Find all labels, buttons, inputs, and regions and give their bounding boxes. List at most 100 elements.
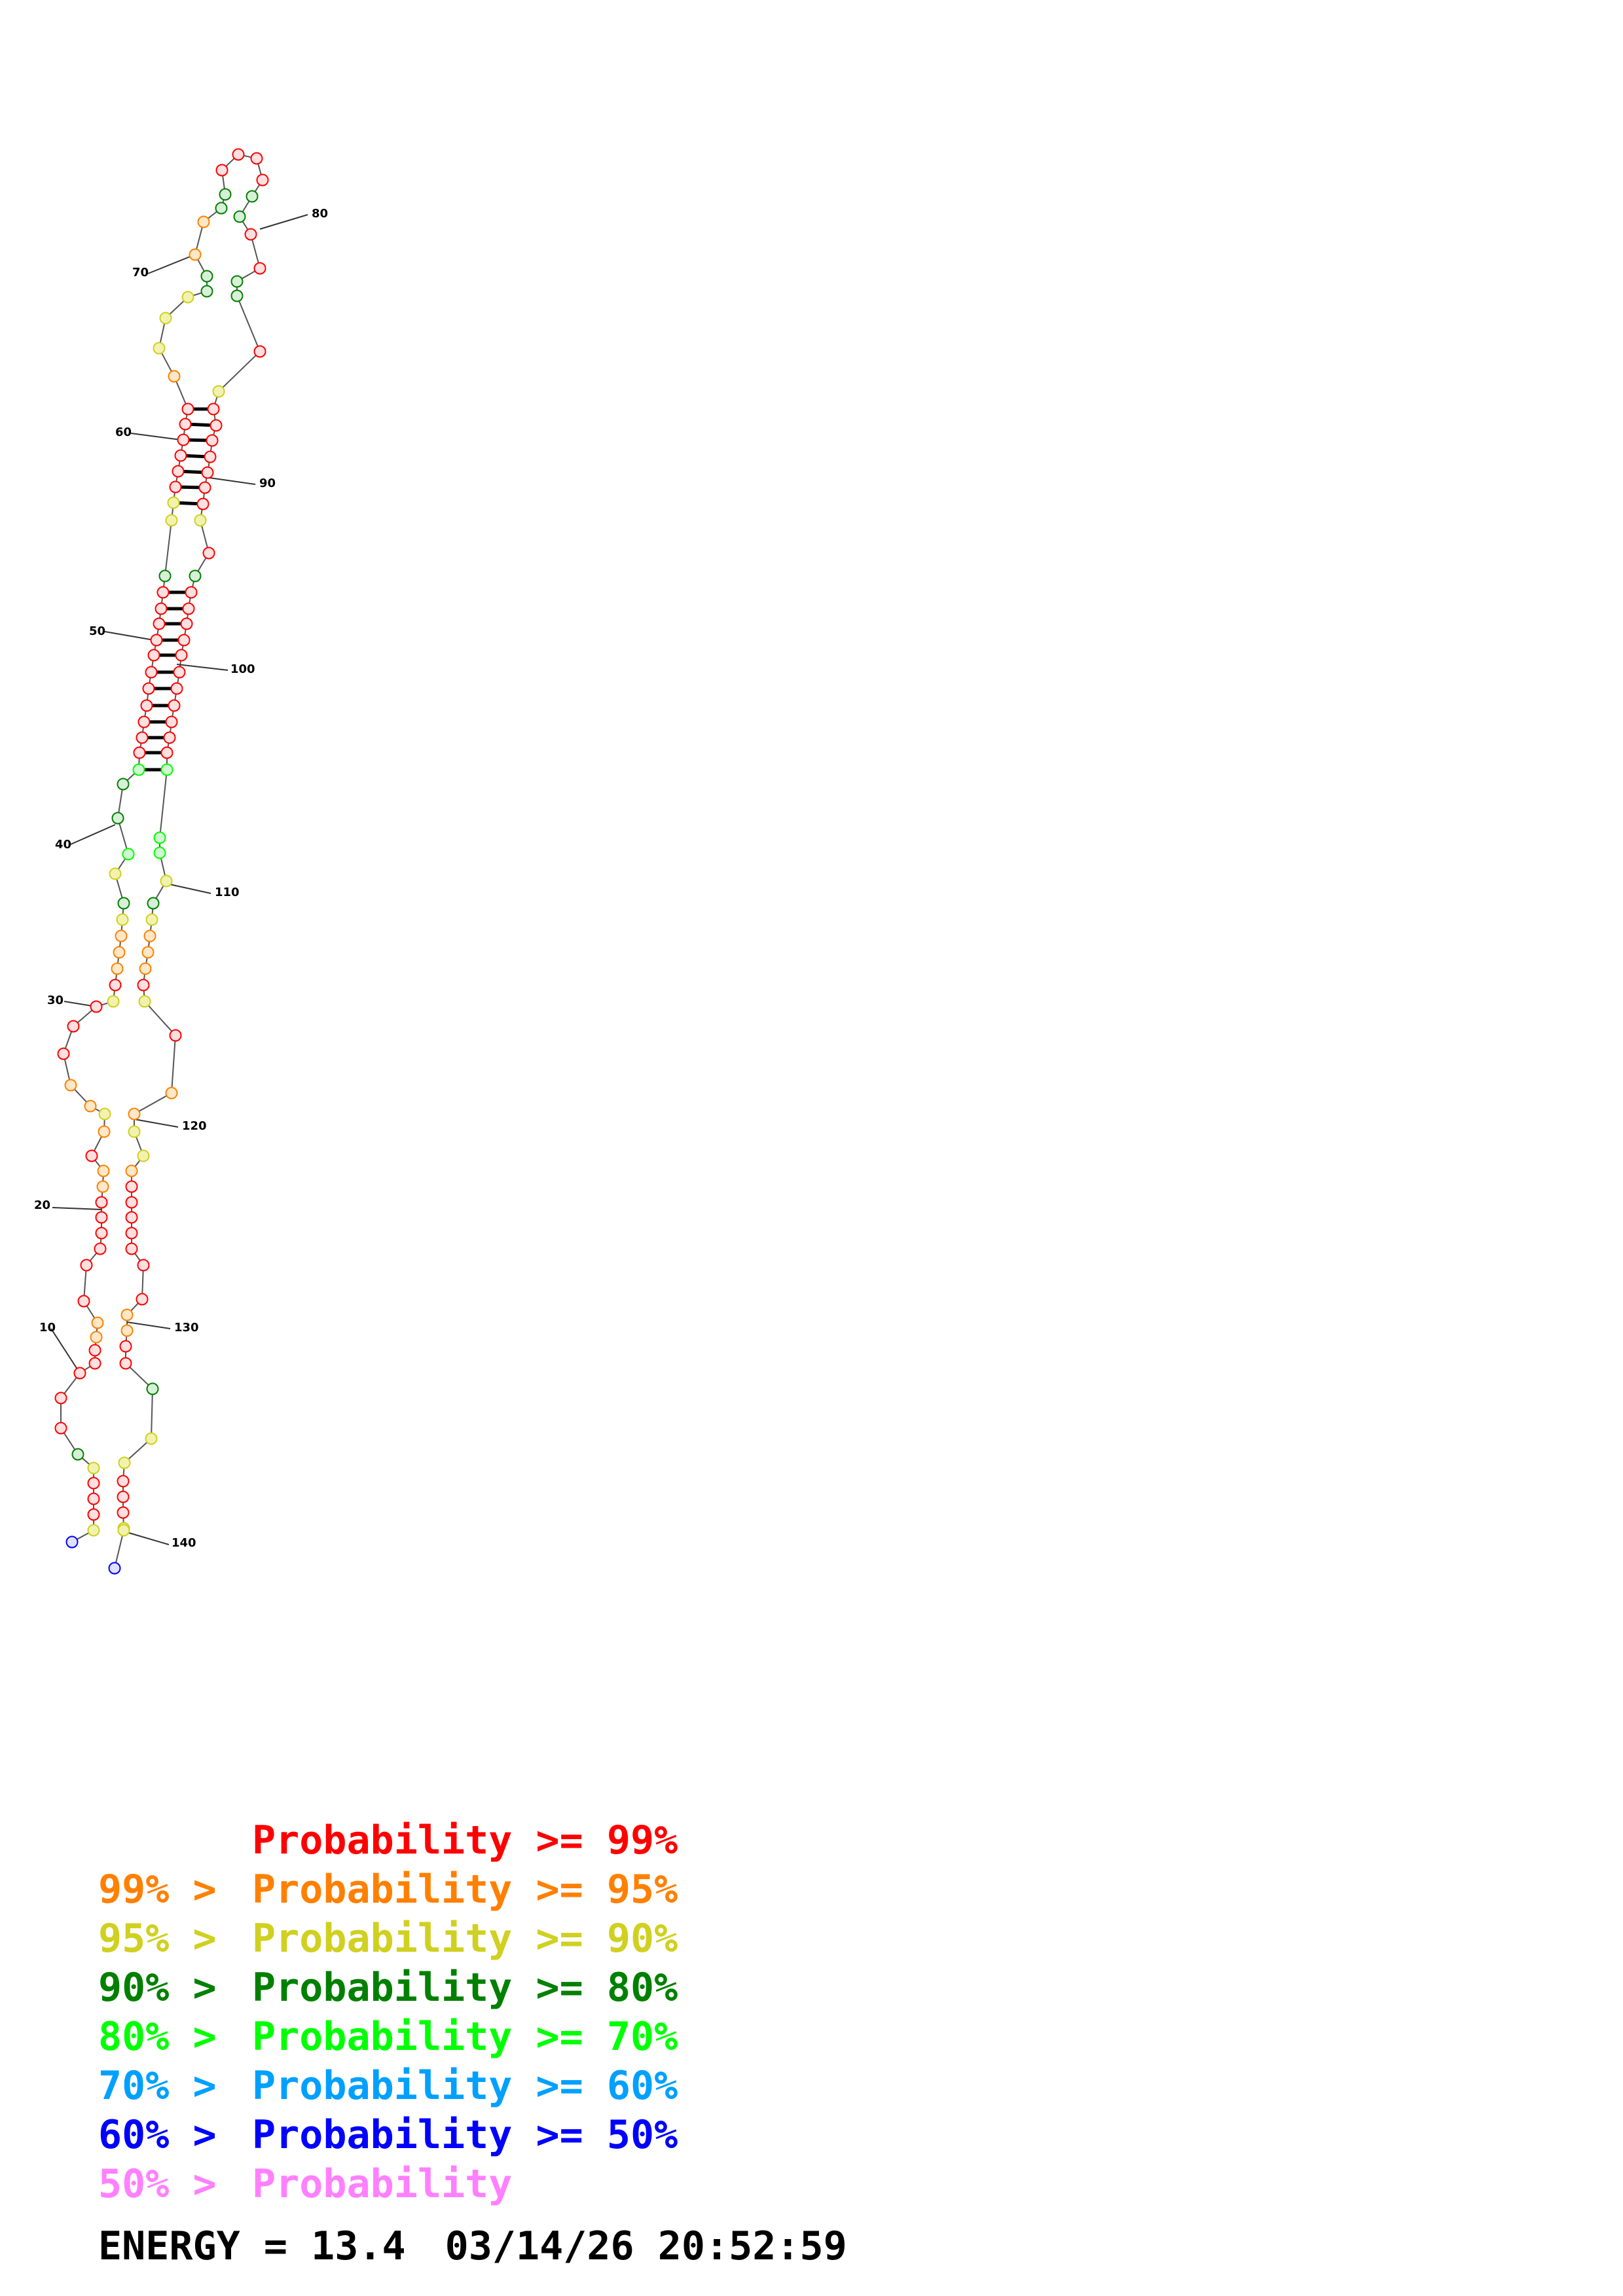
nucleotide-marker (142, 682, 155, 695)
position-label: 140 (172, 1536, 196, 1550)
nucleotide-marker (71, 1448, 84, 1461)
nucleotide-marker (137, 1149, 150, 1162)
nucleotide-marker (165, 1086, 178, 1100)
nucleotide-marker (117, 1524, 130, 1537)
position-tick (259, 214, 308, 230)
nucleotide-marker (202, 547, 215, 560)
timestamp: 03/14/26 20:52:59 (445, 2223, 847, 2269)
nucleotide-marker (185, 586, 198, 599)
energy-readout: ENERGY = 13.4 03/14/26 20:52:59 (98, 2223, 982, 2269)
legend-entry: Probability >= 99% (98, 1816, 982, 1865)
backbone-path (60, 153, 264, 1569)
legend-prefix: 99% > (98, 1867, 217, 1912)
nucleotide-marker (125, 1164, 138, 1177)
position-tick (126, 1321, 171, 1329)
nucleotide-marker (212, 385, 225, 398)
backbone-lines (60, 153, 264, 1569)
nucleotide-marker (120, 1308, 134, 1321)
nucleotide-marker (230, 275, 244, 288)
nucleotide-marker (88, 1357, 101, 1370)
nucleotide-marker (57, 1047, 70, 1060)
nucleotide-marker (90, 1331, 103, 1344)
nucleotide-marker (80, 1259, 93, 1272)
nucleotide-marker (85, 1149, 98, 1162)
legend-entry: 70% > Probability >= 60% (98, 2062, 982, 2111)
nucleotide-marker (84, 1100, 97, 1113)
nucleotide-marker (125, 1196, 138, 1209)
nucleotide-marker (138, 995, 151, 1008)
nucleotide-marker (128, 1125, 141, 1138)
nucleotide-marker (88, 1344, 101, 1357)
legend-entry: 80% > Probability >= 70% (98, 2013, 982, 2062)
position-tick (52, 1207, 102, 1210)
nucleotide-marker (141, 946, 155, 959)
nucleotide-marker (160, 746, 173, 759)
position-label: 90 (259, 476, 276, 490)
nucleotide-marker (145, 913, 158, 926)
nucleotide-marker (215, 164, 228, 177)
nucleotide-marker (113, 946, 126, 959)
nucleotide-marker (219, 188, 232, 201)
nucleotide-marker (147, 649, 160, 662)
probability-legend: Probability >= 99% 99% > Probability >= 9… (98, 1816, 982, 2269)
nucleotide-marker (244, 228, 257, 241)
nucleotide-marker (132, 763, 145, 776)
nucleotide-marker (170, 682, 183, 695)
position-label: 50 (89, 624, 105, 638)
nucleotide-marker (200, 270, 213, 283)
nucleotide-marker (87, 1477, 100, 1490)
nucleotide-marker (143, 929, 156, 942)
nucleotide-marker (172, 465, 185, 478)
position-tick (124, 1531, 170, 1545)
nucleotide-marker (95, 1227, 108, 1240)
nucleotide-marker (163, 731, 176, 744)
base-pair-lines (139, 407, 217, 772)
legend-entry: 95% > Probability >= 90% (98, 1914, 982, 1964)
position-label: 60 (115, 425, 132, 439)
nucleotide-marker (107, 995, 120, 1008)
nucleotide-marker (155, 602, 168, 615)
nucleotide-marker (177, 634, 191, 647)
nucleotide-marker (118, 1456, 131, 1469)
nucleotide-marker (201, 466, 214, 479)
nucleotide-marker (196, 497, 210, 511)
nucleotide-marker (117, 1490, 130, 1503)
position-label: 100 (230, 662, 255, 676)
legend-prefix: 50% > (98, 2161, 217, 2207)
nucleotide-marker (137, 715, 151, 728)
nucleotide-marker (189, 248, 202, 261)
nucleotide-marker (173, 666, 186, 679)
nucleotide-marker (198, 481, 211, 494)
legend-text: Probability >= 99% (252, 1818, 678, 1863)
nucleotide-marker (116, 913, 129, 926)
legend-entry: 90% > Probability >= 80% (98, 1964, 982, 2013)
legend-prefix: 70% > (98, 2063, 217, 2109)
position-tick (130, 433, 181, 440)
nucleotide-marker (128, 1107, 141, 1121)
nucleotide-marker (147, 897, 160, 910)
legend-text: Probability >= 70% (252, 2014, 678, 2060)
nucleotide-marker (54, 1391, 67, 1405)
nucleotide-marker (156, 586, 170, 599)
nucleotide-marker (253, 262, 266, 275)
position-tick (209, 477, 256, 485)
nucleotide-marker (153, 617, 166, 630)
nucleotide-marker (189, 569, 202, 583)
legend-text: Probability >= 95% (252, 1867, 678, 1912)
nucleotide-marker (250, 152, 263, 165)
position-label: 110 (215, 886, 240, 899)
nucleotide-marker (98, 1107, 111, 1121)
nucleotide-marker (246, 190, 259, 203)
legend-text: Probability >= 90% (252, 1916, 678, 1962)
nucleotide-marker (207, 403, 220, 416)
position-labels: 10 20 30 40 50 60 70 80 90 100 110 120 1… (34, 207, 328, 1550)
nucleotide-marker (232, 148, 245, 161)
legend-entry: 60% > Probability >= 50% (98, 2111, 982, 2160)
nucleotide-marker (133, 746, 146, 759)
nucleotide-marker (169, 480, 182, 493)
nucleotide-marker (140, 699, 153, 712)
position-tick (176, 664, 228, 671)
position-label: 20 (34, 1198, 50, 1212)
nucleotide-marker (125, 1211, 138, 1224)
nucleotide-marker (77, 1295, 90, 1308)
